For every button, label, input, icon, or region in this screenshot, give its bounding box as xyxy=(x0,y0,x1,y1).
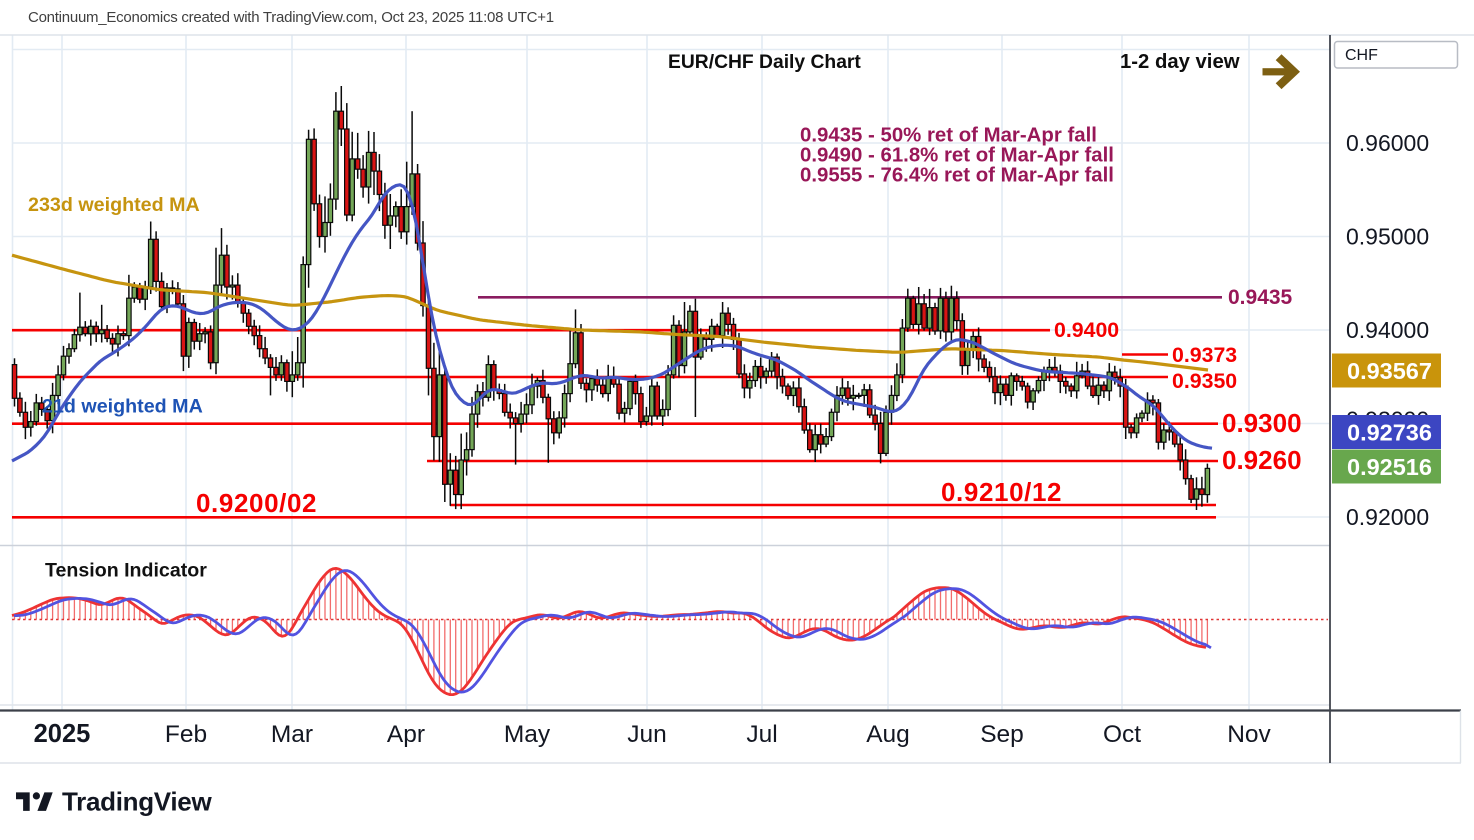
svg-text:0.93567: 0.93567 xyxy=(1347,358,1432,384)
svg-text:0.9210/12: 0.9210/12 xyxy=(941,477,1062,507)
svg-text:0.95000: 0.95000 xyxy=(1346,224,1429,250)
svg-text:0.9400: 0.9400 xyxy=(1054,318,1119,342)
svg-text:0.9260: 0.9260 xyxy=(1222,445,1302,475)
svg-text:21d weighted MA: 21d weighted MA xyxy=(42,396,203,418)
svg-text:233d weighted MA: 233d weighted MA xyxy=(28,194,200,216)
svg-text:2025: 2025 xyxy=(34,720,91,748)
svg-text:0.9300: 0.9300 xyxy=(1222,408,1302,438)
svg-text:Oct: Oct xyxy=(1103,721,1141,748)
svg-text:0.96000: 0.96000 xyxy=(1346,130,1429,156)
svg-text:0.92000: 0.92000 xyxy=(1346,504,1429,530)
svg-text:0.92736: 0.92736 xyxy=(1347,420,1432,446)
svg-text:1-2 day view: 1-2 day view xyxy=(1120,51,1240,73)
svg-text:Continuum_Economics created wi: Continuum_Economics created with Trading… xyxy=(28,9,554,26)
svg-text:0.92516: 0.92516 xyxy=(1347,454,1432,480)
svg-text:0.9350: 0.9350 xyxy=(1172,369,1237,393)
svg-text:0.9435: 0.9435 xyxy=(1228,286,1293,309)
svg-text:0.9490 - 61.8% ret of Mar-Apr: 0.9490 - 61.8% ret of Mar-Apr fall xyxy=(800,145,1114,167)
svg-text:Tension Indicator: Tension Indicator xyxy=(45,560,207,582)
svg-text:CHF: CHF xyxy=(1345,47,1378,64)
svg-text:TradingView: TradingView xyxy=(62,787,212,817)
svg-text:0.9555 - 76.4% ret of Mar-Apr: 0.9555 - 76.4% ret of Mar-Apr fall xyxy=(800,165,1114,187)
svg-text:Nov: Nov xyxy=(1227,721,1271,748)
svg-text:Aug: Aug xyxy=(866,721,910,748)
svg-text:0.9373: 0.9373 xyxy=(1172,343,1237,367)
svg-text:0.94000: 0.94000 xyxy=(1346,317,1429,343)
svg-text:May: May xyxy=(504,721,551,748)
svg-text:EUR/CHF Daily Chart: EUR/CHF Daily Chart xyxy=(668,52,861,73)
svg-text:Jul: Jul xyxy=(746,721,777,748)
svg-text:Apr: Apr xyxy=(387,721,425,748)
svg-text:Feb: Feb xyxy=(165,721,207,748)
svg-text:Jun: Jun xyxy=(627,721,667,748)
svg-text:0.9200/02: 0.9200/02 xyxy=(196,488,317,518)
svg-text:0.9435 - 50% ret of Mar-Apr fa: 0.9435 - 50% ret of Mar-Apr fall xyxy=(800,125,1097,147)
svg-text:Mar: Mar xyxy=(271,721,313,748)
svg-text:Sep: Sep xyxy=(980,721,1024,748)
